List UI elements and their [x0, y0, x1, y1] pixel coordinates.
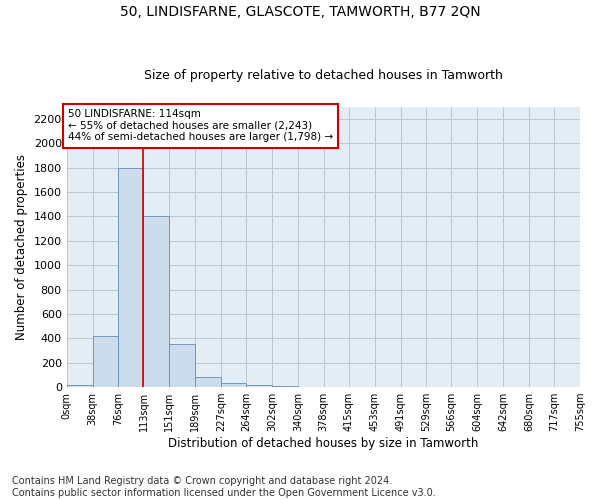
- Bar: [67, 386, 92, 387]
- Bar: [169, 344, 195, 387]
- Bar: [246, 386, 272, 387]
- Text: Contains HM Land Registry data © Crown copyright and database right 2024.
Contai: Contains HM Land Registry data © Crown c…: [12, 476, 436, 498]
- Bar: [221, 383, 246, 387]
- Text: 50, LINDISFARNE, GLASCOTE, TAMWORTH, B77 2QN: 50, LINDISFARNE, GLASCOTE, TAMWORTH, B77…: [119, 5, 481, 19]
- X-axis label: Distribution of detached houses by size in Tamworth: Distribution of detached houses by size …: [168, 437, 479, 450]
- Title: Size of property relative to detached houses in Tamworth: Size of property relative to detached ho…: [144, 69, 503, 82]
- Bar: [195, 378, 221, 387]
- Bar: [143, 216, 169, 387]
- Bar: [272, 386, 298, 387]
- Y-axis label: Number of detached properties: Number of detached properties: [15, 154, 28, 340]
- Text: 50 LINDISFARNE: 114sqm
← 55% of detached houses are smaller (2,243)
44% of semi-: 50 LINDISFARNE: 114sqm ← 55% of detached…: [68, 109, 333, 142]
- Bar: [92, 336, 118, 387]
- Bar: [118, 168, 143, 387]
